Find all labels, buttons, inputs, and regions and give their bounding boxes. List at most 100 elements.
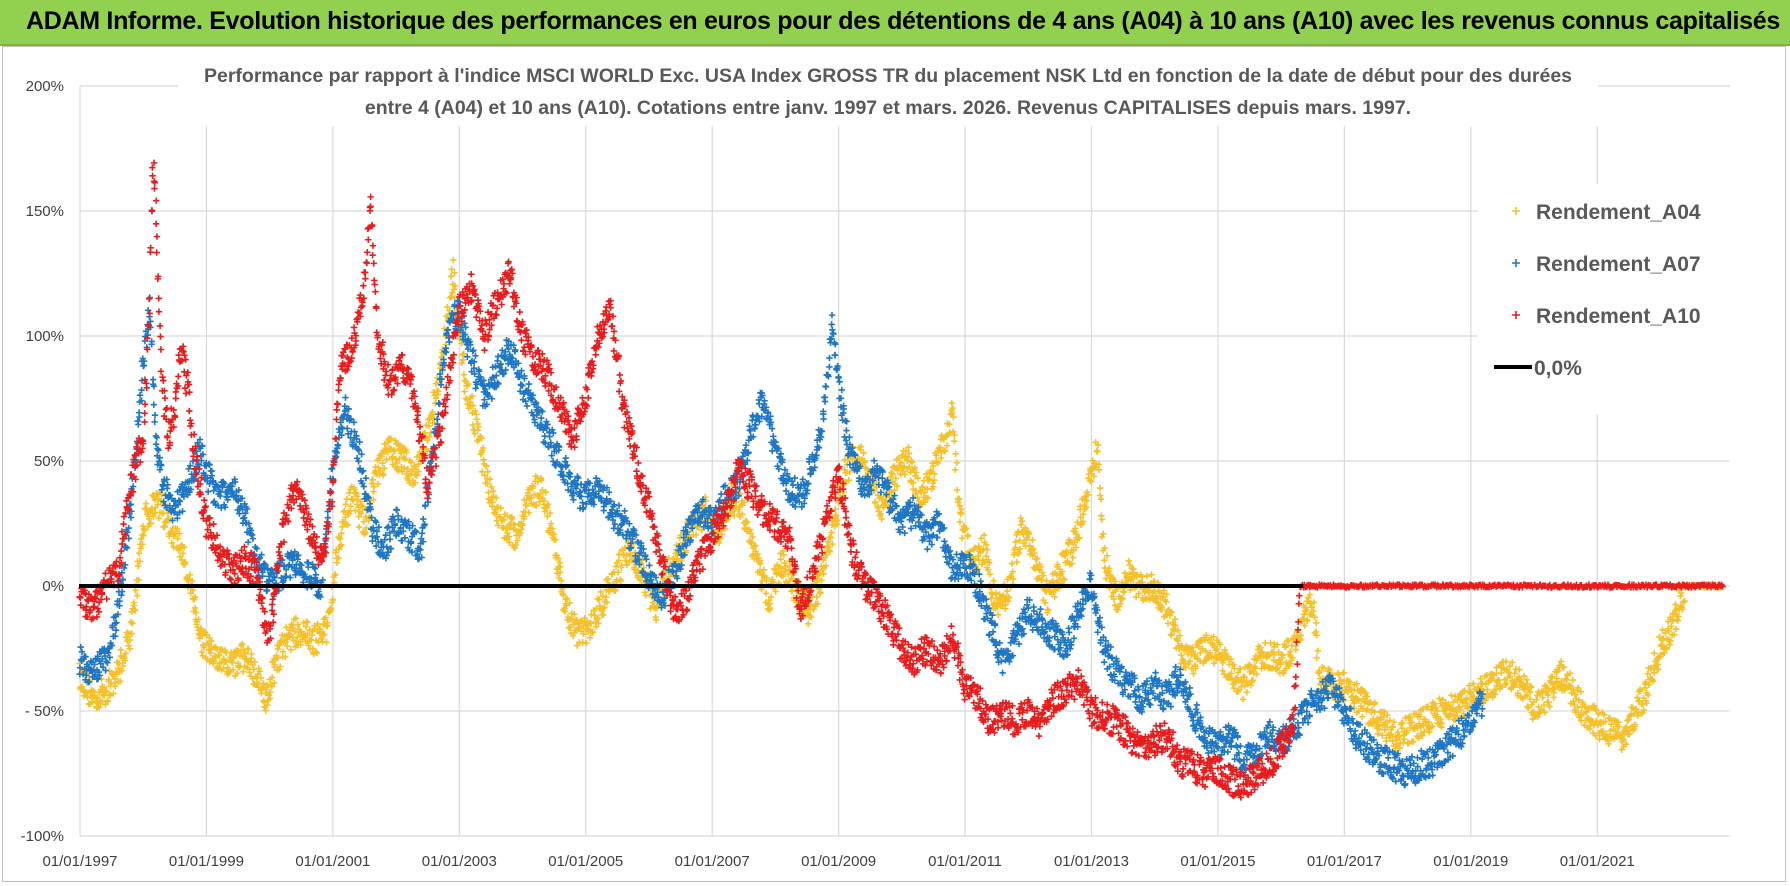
data-point — [956, 518, 964, 525]
data-point — [1659, 626, 1666, 634]
data-point — [597, 588, 604, 596]
data-point — [810, 605, 817, 613]
data-point — [838, 386, 845, 394]
data-point — [1125, 557, 1132, 565]
data-point — [879, 495, 886, 503]
data-point — [383, 456, 390, 463]
data-point — [395, 467, 402, 474]
data-point — [458, 359, 465, 367]
data-point — [992, 589, 1000, 597]
data-point — [250, 666, 257, 673]
data-point — [1148, 571, 1155, 578]
data-point — [469, 421, 476, 429]
data-point — [352, 507, 359, 514]
data-point — [748, 539, 755, 547]
data-point — [893, 482, 901, 490]
data-point — [378, 450, 385, 458]
data-point — [766, 600, 773, 607]
data-point — [393, 459, 401, 467]
data-point — [121, 654, 128, 661]
data-point — [222, 658, 230, 665]
data-point — [186, 571, 194, 578]
data-point — [757, 560, 764, 567]
data-point — [760, 566, 768, 574]
data-point — [489, 499, 496, 506]
data-point — [870, 457, 878, 464]
data-point — [826, 548, 834, 556]
data-point — [1651, 650, 1658, 657]
data-point — [512, 541, 519, 549]
data-point — [642, 592, 650, 599]
data-point — [347, 503, 354, 510]
banner-title: ADAM Informe. Evolution historique des p… — [26, 7, 1780, 35]
data-point — [78, 683, 86, 691]
data-point — [503, 512, 511, 519]
data-point — [444, 303, 451, 311]
data-point — [481, 472, 488, 479]
data-point — [983, 546, 991, 553]
data-point — [403, 449, 410, 456]
data-point — [951, 466, 959, 474]
data-point — [84, 689, 91, 697]
data-point — [718, 530, 726, 538]
data-point — [1018, 518, 1026, 525]
data-point — [344, 522, 351, 529]
data-point — [387, 435, 395, 443]
data-point — [589, 629, 597, 636]
data-point — [432, 395, 440, 402]
data-point — [331, 571, 339, 578]
data-point — [214, 665, 222, 673]
data-point — [1359, 713, 1366, 720]
data-point — [602, 593, 610, 601]
data-point — [288, 621, 295, 628]
data-point — [1314, 647, 1322, 655]
data-point — [518, 526, 525, 533]
data-point — [846, 434, 853, 441]
data-point — [831, 352, 839, 359]
data-point — [342, 394, 349, 401]
data-point — [435, 388, 442, 395]
data-point — [234, 670, 241, 677]
data-point — [486, 476, 494, 483]
data-point — [95, 704, 103, 711]
data-point — [260, 680, 267, 687]
data-point — [307, 636, 315, 643]
data-point — [889, 470, 896, 478]
data-point — [411, 479, 419, 486]
data-point — [538, 476, 545, 484]
data-point — [924, 545, 931, 553]
data-point — [130, 599, 137, 606]
data-point — [328, 465, 336, 472]
data-point — [523, 502, 530, 509]
data-point — [843, 427, 850, 434]
data-point — [211, 498, 218, 505]
data-point — [1094, 448, 1101, 455]
data-point — [813, 593, 820, 601]
data-point — [142, 505, 150, 512]
data-point — [336, 535, 344, 543]
data-point — [473, 415, 480, 423]
data-point — [782, 563, 789, 570]
data-point — [304, 630, 311, 637]
data-point — [1267, 639, 1274, 647]
data-point — [415, 468, 422, 475]
data-point — [617, 577, 624, 585]
data-point — [583, 639, 590, 647]
data-point — [451, 269, 458, 276]
data-point — [415, 461, 422, 468]
data-point — [216, 652, 223, 659]
data-point — [369, 476, 377, 484]
data-point — [1098, 516, 1106, 523]
data-point — [147, 520, 154, 527]
x-tick-label: 01/01/2019 — [1433, 853, 1508, 870]
data-point — [258, 685, 266, 692]
data-point — [459, 356, 467, 364]
data-point — [312, 571, 320, 578]
data-point — [968, 577, 975, 584]
data-point — [458, 340, 465, 347]
data-point — [381, 465, 388, 472]
data-point — [357, 510, 365, 517]
x-tick-label: 01/01/2011 — [928, 853, 1002, 870]
data-point — [631, 566, 638, 573]
